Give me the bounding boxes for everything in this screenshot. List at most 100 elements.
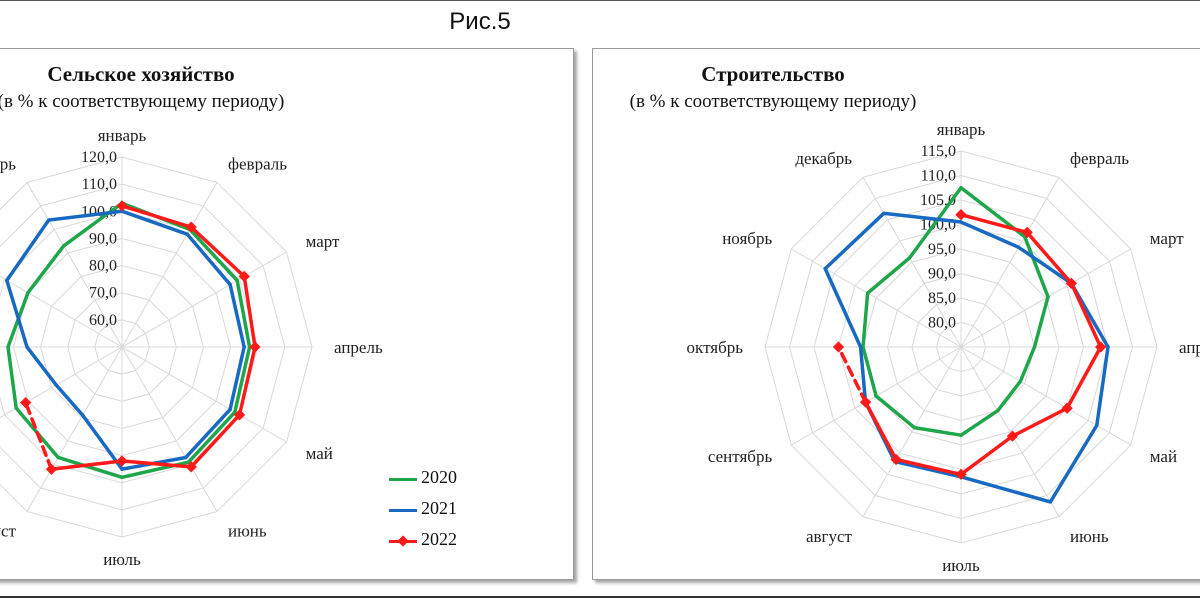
legend-swatch <box>389 509 417 512</box>
spoke-line <box>26 182 123 348</box>
series-line-2021 <box>5 278 29 349</box>
data-point-2022 <box>1006 430 1019 442</box>
radar-chart-construction: 80,085,090,095,0100,0105,0110,0115,0янва… <box>687 120 1200 575</box>
radial-tick-label: 85,0 <box>928 290 956 307</box>
radar-chart-agriculture: 60,070,080,090,0100,0110,0120,0январьфев… <box>0 126 383 569</box>
series-line-2022 <box>1065 345 1103 410</box>
series-line-2022 <box>242 274 257 349</box>
series-line-2021 <box>893 459 963 479</box>
radial-tick-label: 60,0 <box>89 312 117 329</box>
data-point-2022 <box>955 468 967 481</box>
spoke-line <box>0 346 123 419</box>
series-line-2022 <box>1010 406 1069 438</box>
series-line-2021 <box>882 211 963 224</box>
series-line-2021 <box>184 407 232 460</box>
series-line-2020 <box>907 186 963 260</box>
series-line-2021 <box>5 218 51 283</box>
category-label: май <box>306 444 333 463</box>
spoke-line <box>121 182 218 348</box>
figure-caption: Рис.5 <box>449 8 511 35</box>
series-line-2021 <box>823 211 886 271</box>
series-line-2022 <box>863 400 898 462</box>
radial-tick-label: 80,0 <box>89 258 117 275</box>
legend-swatch <box>389 478 417 481</box>
series-line-2020 <box>186 410 237 464</box>
series-line-2020 <box>61 201 124 248</box>
chart-title: Строительство <box>701 62 845 86</box>
data-point-2022 <box>890 453 902 466</box>
series-line-2020 <box>861 291 870 349</box>
radial-tick-label: 120,0 <box>81 149 117 166</box>
category-label: март <box>306 232 340 251</box>
series-line-2020 <box>56 455 124 480</box>
category-label: февраль <box>228 154 287 173</box>
chart-panel-agriculture: 60,0 70,0 80,0 90,0 100,0 110,0 120,0 январь фев… <box>0 48 574 580</box>
spoke-line <box>121 346 218 512</box>
spoke-line <box>26 346 123 512</box>
series-line-2021 <box>228 345 246 412</box>
series-line-2020 <box>912 425 963 437</box>
category-label: август <box>806 527 853 546</box>
radial-tick-label: 115,0 <box>921 143 956 160</box>
series-line-2021 <box>46 209 124 222</box>
spoke-line <box>960 346 1060 517</box>
category-label: май <box>1150 447 1177 466</box>
radial-tick-label: 95,0 <box>928 241 956 258</box>
spoke-line <box>862 346 962 517</box>
top-border <box>0 0 1200 1</box>
category-label: ноябрь <box>722 229 772 248</box>
chart-title: Сельское хозяйство <box>47 62 235 86</box>
spoke-line <box>0 275 123 348</box>
category-label: январь <box>937 120 986 139</box>
series-line-2022 <box>189 413 242 469</box>
category-label: апрель <box>1179 338 1200 357</box>
category-label: сентябрь <box>708 447 773 466</box>
data-point-2022 <box>45 463 58 475</box>
series-line-2020 <box>1022 234 1050 299</box>
spoke-line <box>960 346 1131 446</box>
legend-item-2021: 2021 <box>389 498 499 529</box>
series-line-2021 <box>1016 245 1074 286</box>
category-label: декабрь <box>795 149 852 168</box>
series-line-2020 <box>865 256 912 295</box>
series-line-2021 <box>54 383 85 417</box>
bottom-border <box>0 596 1200 598</box>
series-line-2021 <box>185 232 232 287</box>
series-line-2020 <box>861 345 878 398</box>
series-line-2022 <box>49 459 124 471</box>
series-line-2021 <box>959 220 1021 250</box>
series-line-2022 <box>959 434 1015 477</box>
chart-subtitle: (в % к соответствующему периоду) <box>0 91 285 112</box>
category-label: декабрь <box>0 154 16 173</box>
series-line-2021 <box>120 209 189 236</box>
data-point-2022 <box>185 461 197 473</box>
series-line-2021 <box>858 345 868 404</box>
category-label: август <box>0 522 17 541</box>
series-line-2021 <box>959 475 1053 504</box>
spoke-line <box>121 251 287 348</box>
series-line-2020 <box>233 345 252 414</box>
series-line-2020 <box>1032 295 1050 349</box>
category-label: февраль <box>1070 149 1129 168</box>
series-line-2022 <box>1025 230 1074 286</box>
chart-panel-construction: 80,0 85,0 90,0 95,0 100,0 105,0 110,0 115,0 янва… <box>592 48 1200 580</box>
category-label: март <box>1150 229 1184 248</box>
series-line-2022 <box>1069 281 1103 349</box>
data-point-2022 <box>238 270 250 283</box>
category-label: июль <box>103 550 141 569</box>
category-label: январь <box>98 126 147 145</box>
category-label: июнь <box>228 522 267 541</box>
series-line-2022 <box>189 225 246 279</box>
radial-tick-label: 70,0 <box>89 285 117 302</box>
spoke-line <box>960 177 1060 348</box>
series-line-2020 <box>6 345 18 410</box>
legend-marker <box>397 535 409 547</box>
legend-label: 2022 <box>421 529 457 549</box>
series-line-2020 <box>1018 345 1037 384</box>
spoke-line <box>791 248 962 348</box>
series-line-2022 <box>237 345 257 417</box>
series-line-2022 <box>120 204 193 229</box>
category-label: июнь <box>1070 527 1109 546</box>
series-line-2020 <box>188 227 239 283</box>
series-line-2022 <box>23 400 54 471</box>
